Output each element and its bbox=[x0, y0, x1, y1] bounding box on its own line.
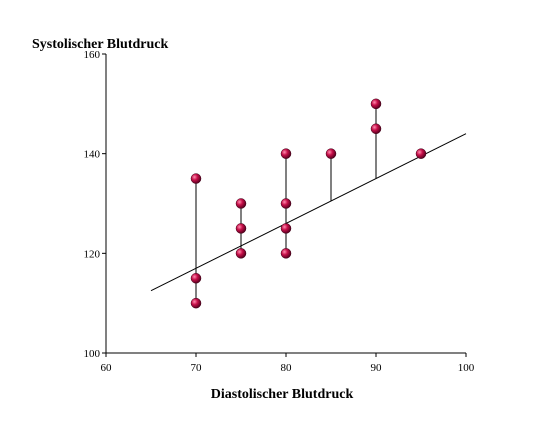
data-point bbox=[235, 248, 247, 259]
x-tick-label: 70 bbox=[191, 362, 203, 374]
data-point bbox=[370, 123, 382, 134]
y-tick-label: 120 bbox=[84, 248, 101, 260]
data-point bbox=[280, 223, 292, 234]
data-point bbox=[370, 98, 382, 110]
y-tick-label: 100 bbox=[84, 348, 101, 360]
data-point bbox=[235, 198, 247, 209]
data-point bbox=[235, 223, 247, 234]
x-tick-label: 100 bbox=[458, 362, 475, 374]
regression-line bbox=[150, 133, 467, 292]
y-ticks: 100 120 140 160 bbox=[84, 49, 106, 360]
residual-lines bbox=[195, 103, 422, 304]
y-tick-label: 160 bbox=[84, 49, 101, 61]
x-axis-label: Diastolischer Blutdruck bbox=[211, 387, 354, 402]
data-points bbox=[190, 98, 427, 309]
data-point bbox=[190, 297, 202, 309]
y-axis-label: Systolischer Blutdruck bbox=[32, 37, 168, 52]
data-point bbox=[325, 148, 337, 159]
data-point bbox=[280, 248, 292, 259]
data-point bbox=[280, 148, 292, 159]
x-tick-label: 90 bbox=[371, 362, 383, 374]
data-point bbox=[190, 173, 202, 184]
x-ticks: 60 70 80 90 100 bbox=[101, 353, 475, 374]
x-tick-label: 80 bbox=[281, 362, 293, 374]
data-point bbox=[190, 273, 202, 284]
data-point bbox=[415, 148, 427, 159]
data-point bbox=[280, 198, 292, 209]
y-tick-label: 140 bbox=[84, 149, 101, 161]
x-tick-label: 60 bbox=[101, 362, 113, 374]
